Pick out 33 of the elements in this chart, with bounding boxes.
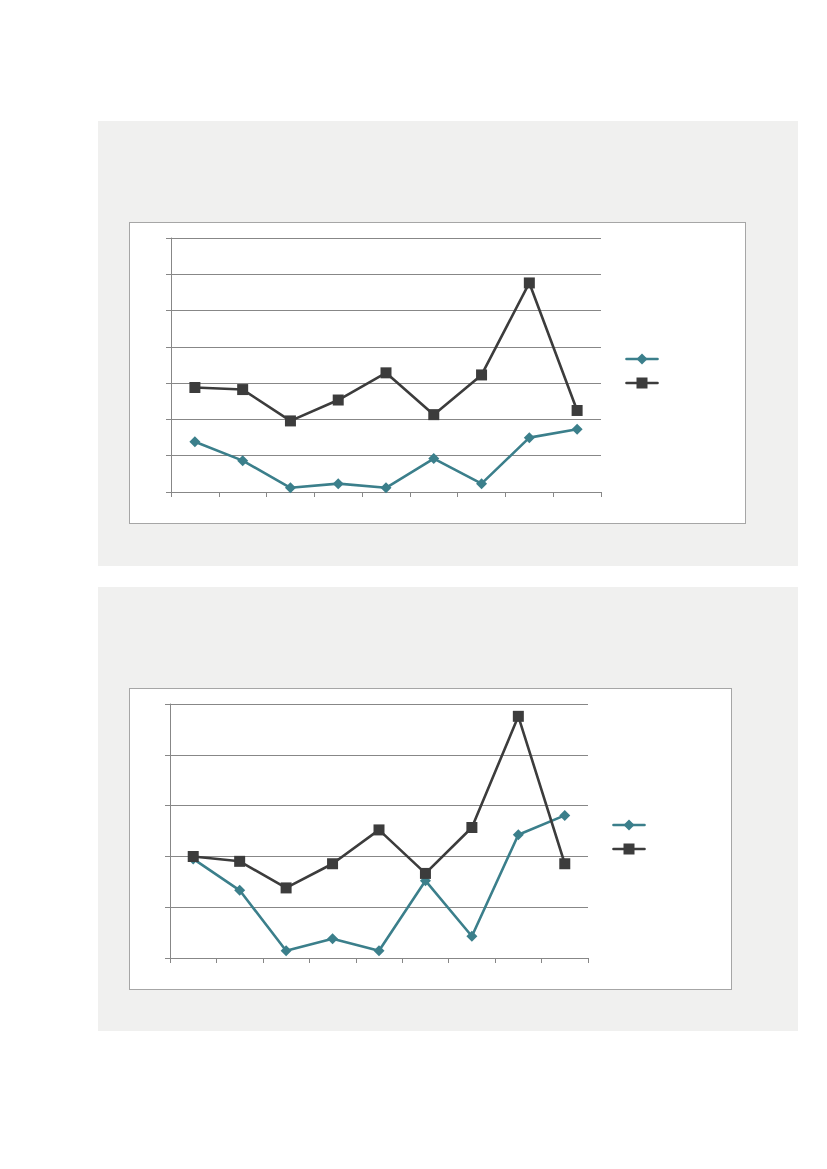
point: [284, 482, 296, 494]
point: [284, 415, 296, 427]
point: [237, 455, 249, 467]
point: [332, 394, 344, 406]
point: [559, 809, 571, 821]
point: [234, 855, 246, 867]
point: [419, 867, 431, 879]
point: [476, 369, 488, 381]
point: [327, 858, 339, 870]
point: [466, 930, 478, 942]
point: [523, 432, 535, 444]
point: [373, 824, 385, 836]
point: [189, 381, 201, 393]
point: [237, 384, 249, 396]
point: [476, 478, 488, 490]
point: [280, 945, 292, 957]
point: [428, 453, 440, 465]
point: [280, 882, 292, 894]
point: [512, 829, 524, 841]
point: [380, 482, 392, 494]
point: [373, 945, 385, 957]
point: [234, 884, 246, 896]
point: [327, 933, 339, 945]
point: [428, 409, 440, 421]
point: [571, 423, 583, 435]
point: [571, 404, 583, 416]
point: [189, 436, 201, 448]
point: [512, 710, 524, 722]
point: [466, 822, 478, 833]
point: [380, 367, 392, 379]
point: [523, 277, 535, 289]
point: [332, 478, 344, 490]
point: [559, 858, 571, 870]
